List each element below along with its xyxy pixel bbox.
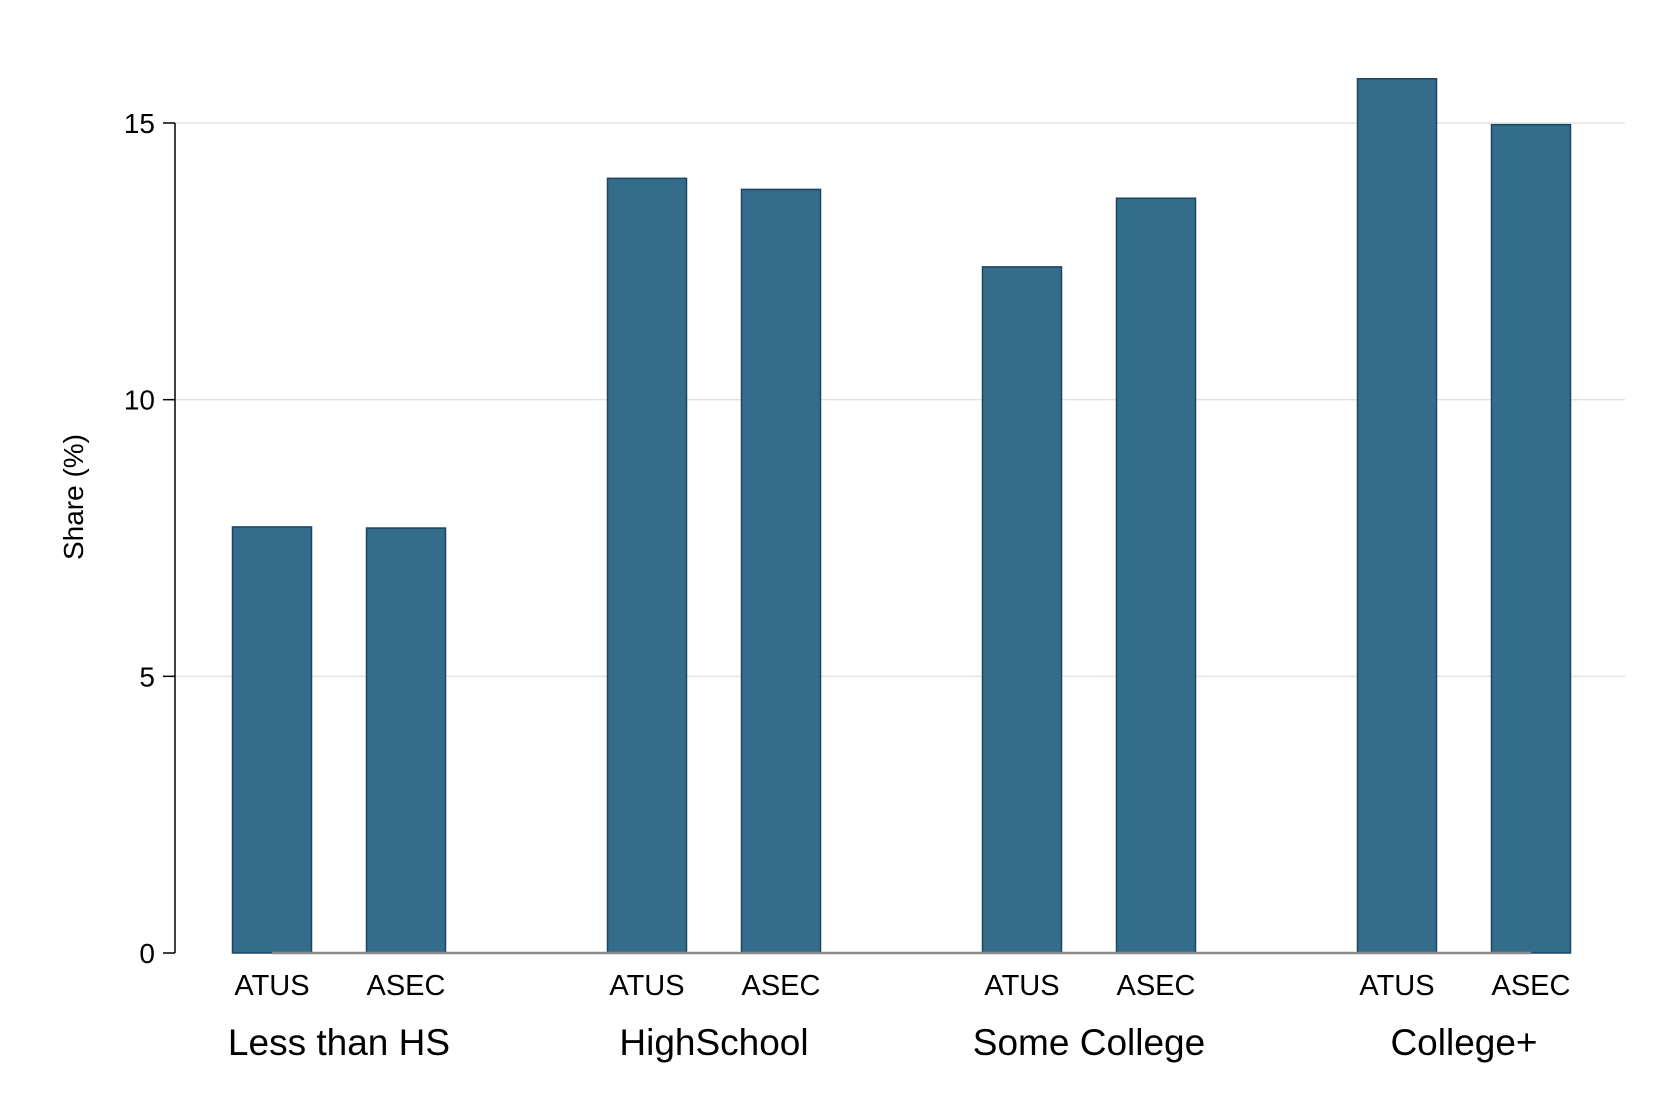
y-tick-label-15: 15 <box>124 108 155 139</box>
group-label-1: HighSchool <box>619 1022 808 1063</box>
bar-label-3-1: ASEC <box>1492 970 1571 1002</box>
group-label-3: College+ <box>1390 1022 1537 1063</box>
bar-label-0-1: ASEC <box>367 970 446 1002</box>
bar-3-0 <box>1356 77 1438 954</box>
bar-label-2-0: ATUS <box>984 970 1059 1002</box>
bar-label-3-0: ATUS <box>1359 970 1434 1002</box>
y-tick-label-10: 10 <box>124 385 155 416</box>
labels: 0 5 10 15 ATUS ASEC Less than HS ATUS ASEC HighSc… <box>124 108 1571 1063</box>
group-label-2: Some College <box>973 1022 1205 1063</box>
y-tick-label-5: 5 <box>139 661 155 692</box>
group-label-0: Less than HS <box>228 1022 450 1063</box>
bars <box>231 77 1572 954</box>
bar-3-1 <box>1490 123 1572 954</box>
y-tick-label-0: 0 <box>139 938 155 969</box>
bar-2-1 <box>1115 197 1197 954</box>
bar-label-1-1: ASEC <box>742 970 821 1002</box>
bar-label-0-0: ATUS <box>234 970 309 1002</box>
bar-label-2-1: ASEC <box>1117 970 1196 1002</box>
bar-1-1 <box>740 188 822 954</box>
axes <box>163 122 1531 955</box>
bar-0-0 <box>231 526 313 954</box>
bar-1-0 <box>606 177 688 954</box>
bar-label-1-0: ATUS <box>609 970 684 1002</box>
y-axis-title: Share (%) <box>58 434 89 560</box>
bar-2-0 <box>981 266 1063 954</box>
bar-0-1 <box>365 527 447 954</box>
